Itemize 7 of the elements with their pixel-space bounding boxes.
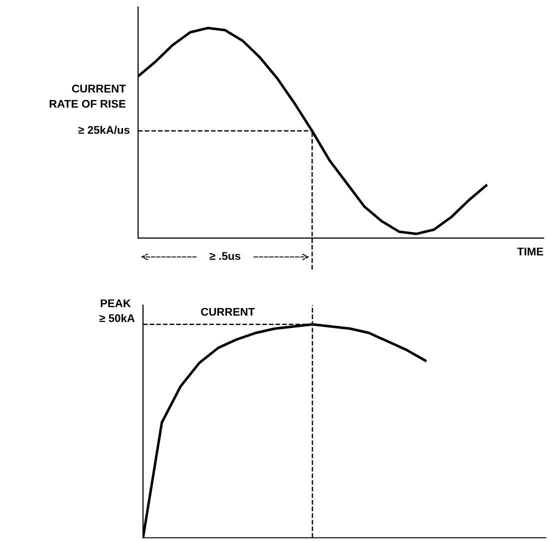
ref-line-label: ≥ 50kA xyxy=(99,314,135,322)
ref-line-label: ≥ 25kA/us xyxy=(78,126,130,134)
x-axis-title: TIME xyxy=(517,248,544,256)
y-axis-title: CURRENT RATE OF RISE xyxy=(50,84,126,108)
text: ≥ .5us xyxy=(210,252,240,260)
text: CURRENT xyxy=(201,308,255,316)
y-axis-title: PEAK xyxy=(100,299,131,308)
